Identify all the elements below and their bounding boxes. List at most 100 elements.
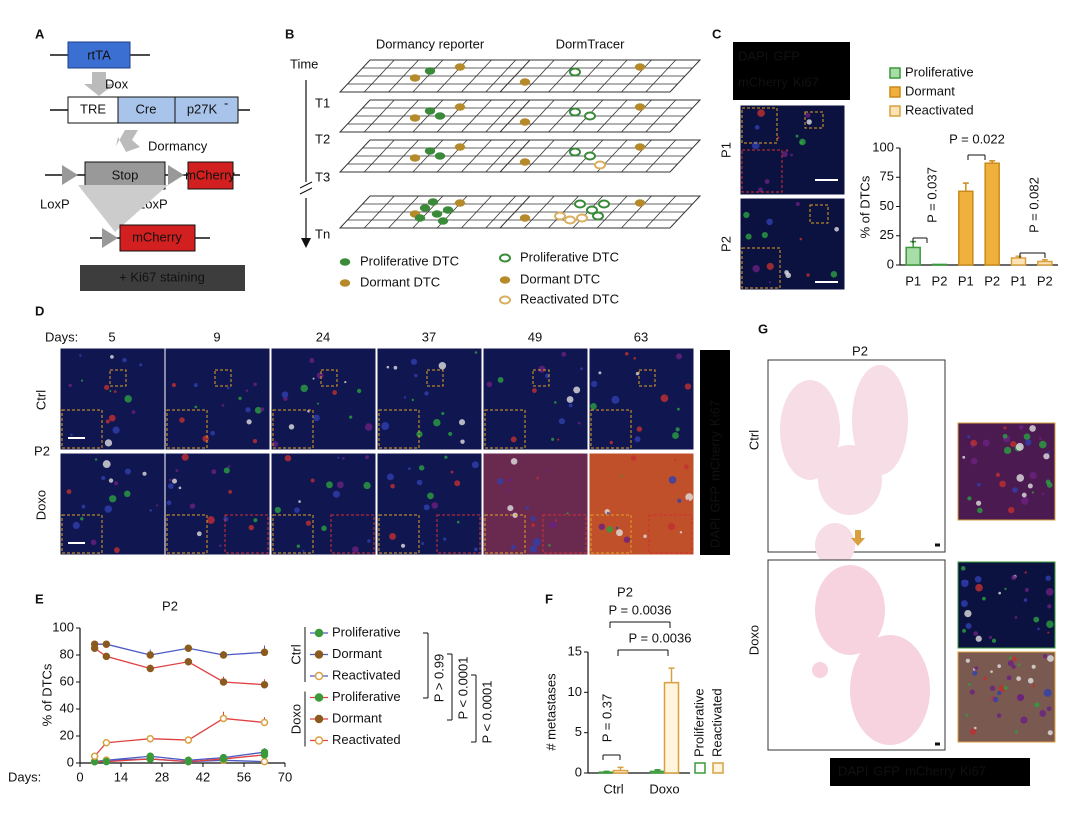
cell	[434, 152, 446, 160]
cell-signal	[410, 358, 418, 365]
label: Days:	[45, 329, 78, 344]
cell-signal	[667, 522, 676, 531]
cell-signal	[972, 670, 978, 676]
cell-signal	[1007, 660, 1014, 667]
cell-signal	[668, 476, 677, 484]
cell-signal	[630, 455, 637, 461]
label: T1	[315, 95, 330, 110]
cell-signal	[743, 211, 750, 219]
label: DormTracer	[556, 36, 626, 51]
x-tick-label: Ctrl	[603, 781, 623, 796]
label: mCherry	[132, 229, 182, 244]
y-tick-label: 100	[872, 139, 894, 154]
tissue	[815, 523, 855, 567]
cell-signal	[623, 536, 631, 543]
cell-signal	[1011, 656, 1017, 662]
legend-label: Reactivated	[332, 667, 401, 682]
cell-signal	[805, 112, 811, 118]
cell-signal	[403, 396, 407, 399]
cell-signal	[1047, 631, 1050, 634]
label: Reactivated DTC	[520, 291, 619, 306]
cell-signal	[1041, 492, 1045, 496]
cell-signal	[326, 481, 333, 489]
cell-signal	[530, 516, 536, 522]
cell-signal	[1014, 730, 1018, 734]
cell-signal	[166, 500, 172, 506]
bar	[931, 263, 948, 266]
cell-signal	[998, 685, 1006, 693]
cell-signal	[1034, 702, 1040, 708]
cell-signal	[561, 351, 567, 357]
stain-label: GFP	[707, 486, 722, 513]
cell-signal	[961, 579, 969, 588]
cell-signal	[344, 380, 347, 384]
grid-plane	[498, 139, 702, 173]
inset-frame	[109, 369, 127, 387]
legend-label: Dormant	[905, 83, 955, 98]
label: rtTA	[87, 47, 111, 62]
cell-signal	[969, 689, 975, 695]
label: 5	[108, 329, 115, 344]
bar	[649, 770, 666, 774]
micrograph	[270, 452, 377, 556]
cell-signal	[448, 431, 453, 437]
cell-signal	[1047, 730, 1053, 736]
cell-signal	[305, 520, 312, 526]
micrograph	[739, 197, 846, 291]
cell-signal	[312, 377, 315, 380]
cell-signal	[1015, 442, 1024, 451]
cell-signal	[228, 489, 233, 494]
inset-frame	[272, 409, 314, 449]
micrograph	[164, 452, 271, 556]
cell-signal	[288, 424, 295, 430]
arrow	[116, 130, 140, 152]
cell-signal	[139, 363, 143, 367]
inset-frame	[804, 111, 824, 129]
line	[94, 717, 265, 757]
cell	[554, 211, 566, 221]
label: Ctrl	[746, 430, 761, 450]
staining-box	[80, 265, 245, 291]
cell-signal	[179, 417, 185, 423]
cell-signal	[336, 481, 344, 489]
cell-signal	[411, 398, 415, 402]
marker	[260, 680, 269, 689]
cell-signal	[977, 507, 983, 514]
cell-signal	[1031, 491, 1034, 494]
bar	[984, 162, 1000, 266]
cell	[424, 67, 436, 75]
label: Stop	[112, 167, 139, 182]
cell-signal	[1033, 616, 1040, 623]
inset-frame	[166, 514, 208, 554]
arrow	[851, 530, 865, 546]
cell-signal	[591, 380, 598, 388]
cell-signal	[218, 544, 222, 547]
inset-frame	[272, 514, 314, 554]
cell-signal	[679, 531, 683, 534]
cell-signal	[974, 666, 979, 671]
inset-frame	[590, 514, 632, 554]
cell-signal	[142, 471, 147, 476]
cre-box	[117, 96, 176, 124]
cell-signal	[672, 432, 679, 439]
bar	[1037, 260, 1053, 266]
label: P = 0.037	[924, 167, 939, 223]
cell-signal	[363, 481, 371, 490]
label: LoxP	[40, 196, 70, 211]
label: P1	[718, 142, 733, 158]
cell-signal	[149, 509, 152, 512]
bar	[612, 769, 629, 774]
cell-signal	[108, 414, 116, 422]
cell-signal	[557, 438, 560, 441]
cell-signal	[538, 365, 546, 373]
cell-signal	[965, 622, 972, 629]
y-tick-label: 60	[60, 673, 74, 688]
cell-signal	[365, 455, 370, 460]
cell-signal	[983, 676, 988, 681]
x-tick-label: P1	[1011, 273, 1027, 288]
legend-marker	[314, 736, 324, 745]
cell-signal	[1004, 587, 1007, 591]
legend-marker	[314, 693, 324, 702]
cell-signal	[785, 272, 792, 279]
inset-frame	[542, 514, 587, 554]
